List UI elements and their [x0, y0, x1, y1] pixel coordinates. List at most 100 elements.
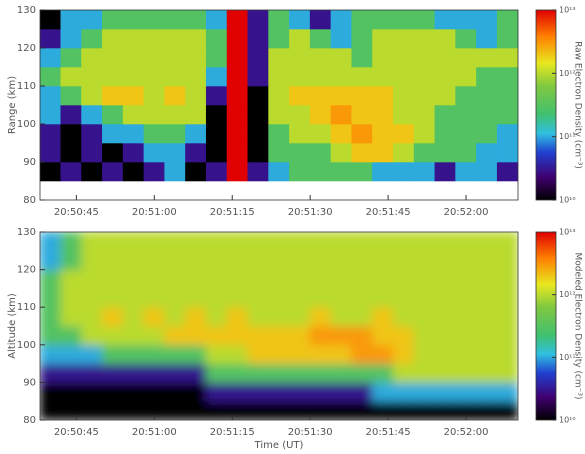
cell — [351, 344, 374, 365]
cell — [122, 269, 145, 289]
cell — [351, 104, 373, 125]
cell — [268, 400, 290, 420]
cell — [351, 10, 373, 30]
cell — [351, 142, 373, 163]
cell — [393, 142, 415, 163]
cell — [143, 344, 166, 365]
cell — [81, 232, 103, 252]
cell — [247, 123, 269, 144]
cell — [226, 344, 249, 365]
cell — [226, 232, 249, 252]
cell — [288, 306, 311, 327]
cell — [81, 28, 103, 49]
cell — [60, 269, 83, 289]
x-tick-label: 20:51:15 — [210, 427, 255, 438]
cell — [226, 287, 249, 308]
cell — [434, 85, 456, 106]
cell — [81, 161, 103, 182]
cell — [392, 344, 415, 365]
cell — [40, 28, 62, 49]
cell — [60, 344, 83, 365]
cell — [40, 161, 62, 182]
x-tick-label: 20:51:45 — [366, 427, 411, 438]
cell — [122, 47, 145, 68]
y-tick-label: 110 — [17, 81, 36, 92]
cell — [122, 104, 145, 125]
cell — [413, 250, 436, 271]
cell — [247, 66, 269, 87]
cell — [413, 66, 436, 87]
colorbar-tick-label: 10¹⁰ — [559, 196, 576, 205]
cell — [289, 123, 311, 144]
cell — [101, 325, 124, 346]
cell — [40, 142, 62, 163]
colorbar-tick-label: 10¹³ — [559, 6, 576, 15]
cell — [455, 10, 477, 30]
cell — [330, 161, 353, 182]
cell — [351, 363, 374, 383]
cell — [496, 381, 518, 402]
y-tick-label: 120 — [17, 265, 36, 276]
cell — [330, 269, 353, 289]
cell — [205, 85, 228, 106]
y-tick-label: 80 — [23, 195, 36, 206]
colorbar-tick-label: 10¹⁰ — [559, 416, 576, 425]
cell — [81, 400, 103, 420]
cell — [184, 381, 207, 402]
cell — [351, 306, 374, 327]
colorbar-tick-label: 10¹¹ — [559, 353, 576, 362]
cell — [101, 400, 124, 420]
cell — [475, 363, 498, 383]
cell — [268, 232, 290, 252]
cell — [496, 400, 518, 420]
cell — [309, 142, 332, 163]
cell — [143, 85, 165, 106]
cell — [60, 363, 83, 383]
cell — [330, 47, 353, 68]
cell — [330, 250, 353, 271]
cell — [60, 161, 82, 182]
cell — [351, 269, 374, 289]
cell — [164, 306, 186, 327]
cell — [40, 47, 62, 68]
cell — [392, 232, 415, 252]
cell — [372, 400, 394, 420]
cell — [372, 28, 394, 49]
cell — [434, 28, 456, 49]
y-tick-label: 90 — [23, 377, 36, 388]
cell — [372, 269, 394, 289]
cell — [455, 325, 477, 346]
cell — [372, 10, 394, 30]
heatmap — [40, 232, 518, 420]
cell — [143, 400, 166, 420]
colorbar-tick-label: 10¹² — [559, 290, 576, 299]
cell — [309, 85, 332, 106]
cell — [40, 123, 62, 144]
cell — [247, 85, 269, 106]
cell — [102, 123, 124, 144]
cell — [205, 363, 228, 383]
cell — [247, 250, 270, 271]
cell — [309, 161, 332, 182]
cell — [122, 28, 145, 49]
cell — [143, 363, 166, 383]
cell — [455, 66, 477, 87]
cell — [393, 28, 415, 49]
cell — [330, 10, 353, 30]
cell — [268, 325, 290, 346]
cell — [122, 142, 145, 163]
cell — [372, 381, 394, 402]
cell — [288, 400, 311, 420]
cell — [351, 325, 374, 346]
cell — [455, 104, 477, 125]
cell — [40, 306, 62, 327]
cell — [101, 381, 124, 402]
cell — [413, 306, 436, 327]
cell — [205, 66, 228, 87]
cell — [247, 344, 270, 365]
cell — [40, 250, 62, 271]
cell — [330, 325, 353, 346]
cell — [496, 269, 518, 289]
cell — [455, 344, 477, 365]
